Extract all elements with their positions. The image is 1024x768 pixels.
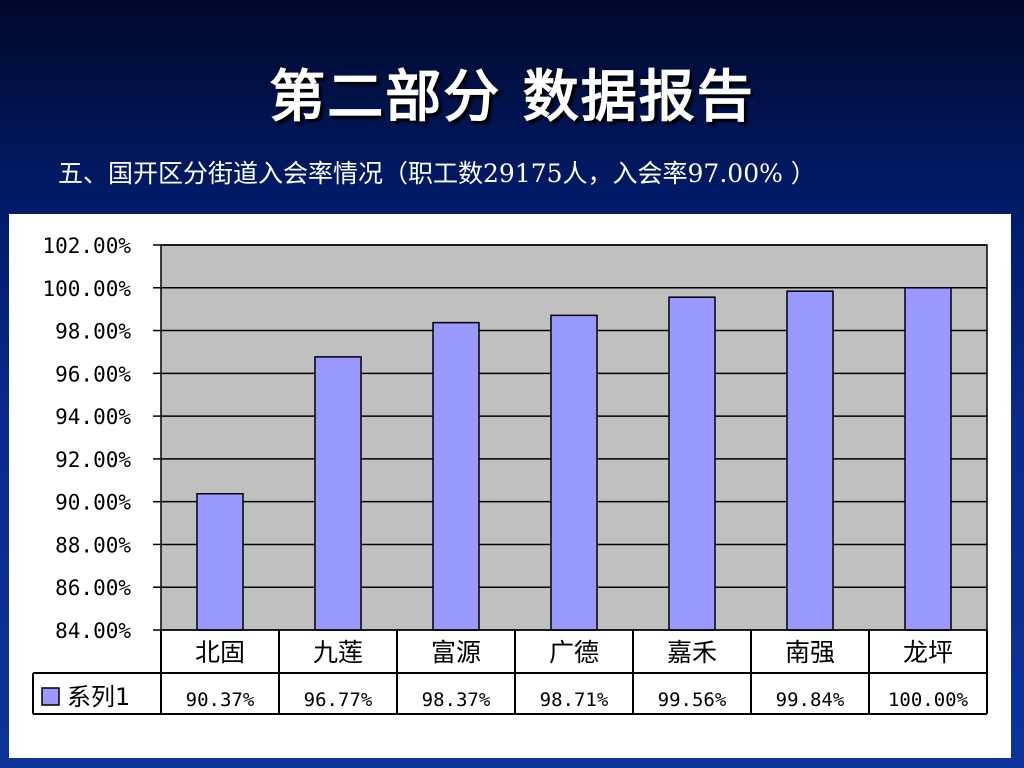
y-tick-label: 86.00% [55,576,131,600]
data-label: 99.56% [658,689,727,711]
category-label: 广德 [549,638,599,667]
data-label: 99.84% [776,689,845,711]
y-tick-label: 84.00% [55,619,131,643]
data-label: 96.77% [304,689,373,711]
bar-广德 [550,314,598,631]
slide-title: 第二部分 数据报告 [269,65,755,130]
data-label: 98.71% [540,689,609,711]
plot-border [160,244,988,631]
bar-九莲 [314,356,362,631]
chart-panel: 102.00% 100.00% 98.00% 96.00% 94.00% 92.00% 90… [9,214,1011,758]
bar-北固 [196,493,244,631]
y-tick-label: 96.00% [55,362,131,386]
category-label: 北固 [195,638,245,667]
legend-label: 系列1 [67,683,130,711]
bar-龙坪 [904,287,952,631]
y-tick-label: 102.00% [42,234,131,258]
y-tick-label: 94.00% [55,405,131,429]
data-label: 98.37% [422,689,491,711]
y-tick-label: 100.00% [42,277,131,301]
y-tick-label: 98.00% [55,320,131,344]
bar-富源 [432,321,480,631]
y-tick-label: 88.00% [55,533,131,557]
bar-chart: 102.00% 100.00% 98.00% 96.00% 94.00% 92.00% 90… [32,234,988,715]
category-label: 九莲 [313,638,363,667]
bar-嘉禾 [668,296,716,631]
legend-swatch [41,687,60,706]
y-tick-label: 92.00% [55,448,131,472]
y-tick-label: 90.00% [55,491,131,515]
category-label: 富源 [431,638,481,667]
data-label: 100.00% [888,689,969,711]
category-label: 南强 [785,638,835,667]
category-label: 嘉禾 [667,638,717,667]
bar-南强 [786,290,834,631]
slide-subtitle: 五、国开区分街道入会率情况（职工数29175人，入会率97.00% ） [58,159,816,188]
data-label: 90.37% [186,689,255,711]
category-label: 龙坪 [903,638,953,667]
